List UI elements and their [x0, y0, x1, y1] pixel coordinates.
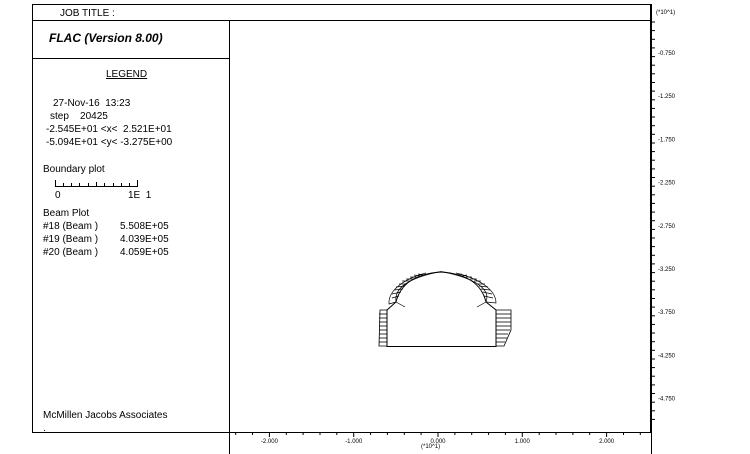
beam-name: #19 (Beam ) [43, 234, 99, 245]
y-axis-tick-label: -2.750 [658, 224, 676, 230]
beam-value: 5.508E+05 [120, 221, 169, 232]
y-axis-tick-label: -3.750 [658, 310, 676, 316]
scale-end-label: 1E 1 [128, 190, 152, 201]
x-axis-tick-label: -1.000 [345, 439, 363, 445]
x-axis-ticks [235, 432, 641, 437]
x-axis-tick-labels: -2.000 -1.000 0.000 1.000 2.000 [261, 439, 615, 445]
scale-zero-label: 0 [55, 190, 61, 201]
boundary-scale-bar [55, 180, 138, 187]
y-axis-tick-label: -3.250 [658, 267, 676, 273]
y-axis-ticks [651, 21, 655, 420]
date-time: 27-Nov-16 13:23 [53, 98, 131, 109]
y-axis-tick-labels: -0.750 -1.250 -1.750 -2.250 -2.750 -3.250 -3.7… [658, 51, 676, 403]
y-axis-tick-label: -2.250 [658, 181, 676, 187]
beam-name: #20 (Beam ) [43, 247, 99, 258]
x-axis-tick-label: -2.000 [261, 439, 279, 445]
y-axis-tick-label: -4.250 [658, 353, 676, 359]
x-range: -2.545E+01 <x< 2.521E+01 [46, 124, 172, 135]
x-axis-tick-label: 2.000 [599, 439, 615, 445]
step-count: step 20425 [50, 111, 108, 122]
y-axis-tick-label: -1.250 [658, 94, 676, 100]
y-axis-tick-label: -0.750 [658, 51, 676, 57]
beam-plot-right-sidewall [496, 309, 512, 347]
beam-plot-label: Beam Plot [43, 208, 90, 219]
beam-value: 4.059E+05 [120, 247, 169, 258]
y-axis-tick-label: -4.750 [658, 397, 676, 403]
company-name: McMillen Jacobs Associates [43, 410, 168, 421]
x-axis-tick-label: 1.000 [515, 439, 531, 445]
y-axis-tick-label: -1.750 [658, 137, 676, 143]
beam-plot-left-sidewall [378, 309, 387, 347]
app-title: FLAC (Version 8.00) [49, 31, 163, 45]
beam-name: #18 (Beam ) [43, 221, 99, 232]
tunnel-boundary [386, 271, 497, 347]
beam-plot-crown [388, 271, 497, 308]
legend-title: LEGEND [106, 69, 148, 80]
boundary-plot-label: Boundary plot [43, 164, 105, 175]
x-axis-tick-label: 0.000 [430, 439, 446, 445]
job-title-label: JOB TITLE : [60, 8, 115, 19]
x-axis-multiplier: (*10^1) [421, 444, 441, 450]
y-axis-multiplier: (*10^1) [656, 10, 676, 16]
panel-borders [32, 4, 652, 454]
beam-value: 4.039E+05 [120, 234, 169, 245]
y-range: -5.094E+01 <y< -3.275E+00 [46, 137, 173, 148]
footer-dot: . [43, 423, 46, 434]
